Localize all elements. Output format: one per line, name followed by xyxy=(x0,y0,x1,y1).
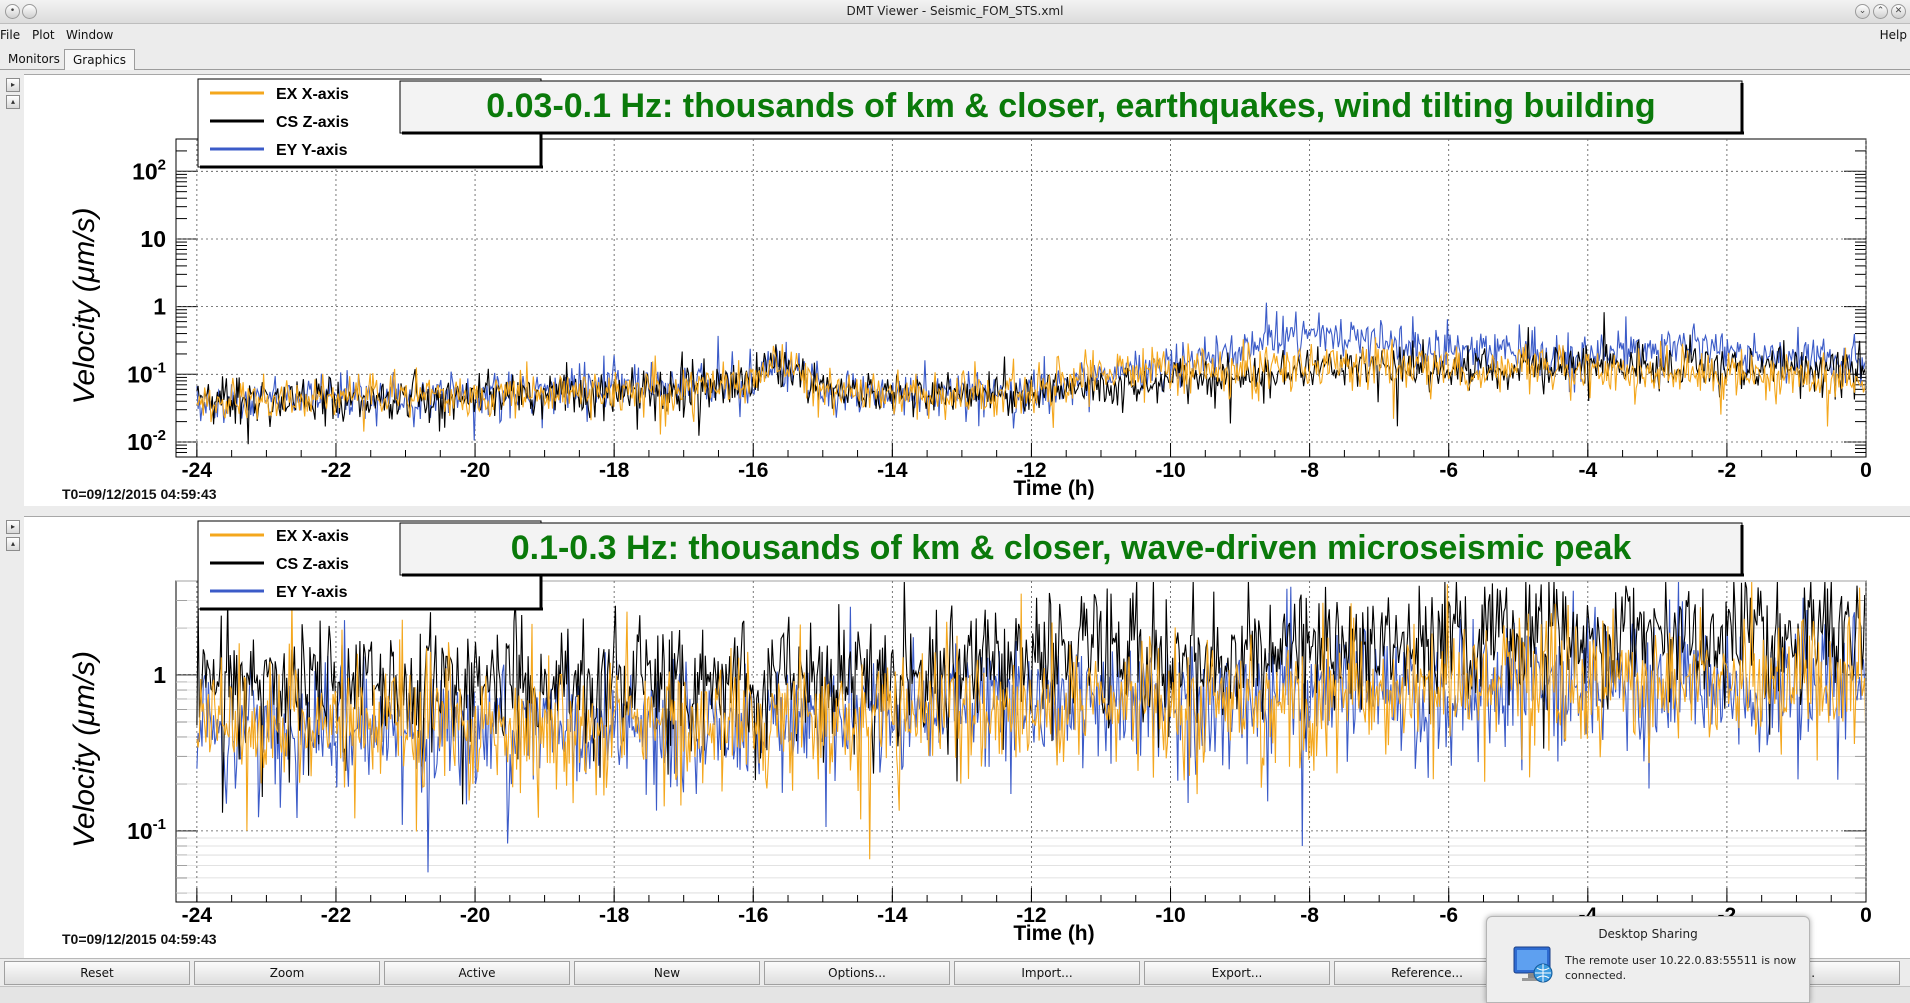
y-tick-label: 10-2 xyxy=(127,427,166,455)
x-tick-label: 0 xyxy=(1860,459,1872,482)
x-tick-label: -12 xyxy=(1016,459,1046,482)
x-tick-label: -4 xyxy=(1578,459,1597,482)
menu-help[interactable]: Help xyxy=(1879,28,1907,42)
legend-entry: EX X-axis xyxy=(276,528,349,545)
t0-label: T0=09/12/2015 04:59:43 xyxy=(62,486,217,502)
x-tick-label: -20 xyxy=(460,904,490,927)
new-button[interactable]: New xyxy=(574,961,760,985)
y-tick-label: 1 xyxy=(153,662,166,688)
x-tick-label: -2 xyxy=(1718,459,1737,482)
tab-bar: Monitors Graphics xyxy=(0,46,1910,70)
y-tick-label: 102 xyxy=(132,156,166,184)
chart-svg: -24 -22 -20 -18 -16 -14 -12 -10 -8 -6 -4 -2 01021011… xyxy=(62,78,1872,502)
window-shade-icon[interactable] xyxy=(22,4,37,19)
zoom-button[interactable]: Zoom xyxy=(194,961,380,985)
menu-bar: File Plot Window Help xyxy=(0,24,1910,46)
legend-entry: EX X-axis xyxy=(276,86,349,103)
chart-svg: -24-22-20-18-16-14-12-10-8-6-4-20110-1Ti… xyxy=(62,520,1872,947)
close-icon[interactable]: ✕ xyxy=(1891,4,1906,19)
chart-title-box: 0.1-0.3 Hz: thousands of km & closer, wa… xyxy=(399,522,1744,577)
x-tick-label: -24 xyxy=(182,904,213,927)
x-tick-label: -12 xyxy=(1016,904,1046,927)
title-bar: • DMT Viewer - Seismic_FOM_STS.xml ⌄ ⌃ ✕ xyxy=(0,0,1910,24)
x-tick-label: -6 xyxy=(1439,904,1458,927)
panel2-up-arrow-icon[interactable]: ▴ xyxy=(6,537,20,551)
x-tick-label: -16 xyxy=(738,459,768,482)
window-menu-icon[interactable]: • xyxy=(5,4,20,19)
x-tick-label: 0 xyxy=(1860,904,1872,927)
chart-title: 0.1-0.3 Hz: thousands of km & closer, wa… xyxy=(511,529,1632,567)
minimize-icon[interactable]: ⌄ xyxy=(1855,4,1870,19)
series-line-cs xyxy=(196,312,1865,445)
y-tick-label: 10-1 xyxy=(127,816,166,844)
x-axis-label: Time (h) xyxy=(1013,922,1094,945)
legend-entry: EY Y-axis xyxy=(276,584,348,601)
panel1-up-arrow-icon[interactable]: ▴ xyxy=(6,95,20,109)
tab-graphics[interactable]: Graphics xyxy=(64,49,135,70)
menu-file[interactable]: File xyxy=(0,28,21,42)
x-tick-label: -10 xyxy=(1155,904,1185,927)
chart-title: 0.03-0.1 Hz: thousands of km & closer, e… xyxy=(486,87,1655,125)
status-strip xyxy=(0,986,1910,1003)
plot-panel-1[interactable]: -24 -22 -20 -18 -16 -14 -12 -10 -8 -6 -4 -2 0 102 10 1 1… xyxy=(24,74,1910,506)
series-line-ey xyxy=(196,582,1865,873)
y-tick-label: 10 xyxy=(140,226,166,252)
export-button[interactable]: Export... xyxy=(1144,961,1330,985)
y-axis-label: Velocity (μm/s) xyxy=(68,651,101,848)
x-tick-label: -8 xyxy=(1300,904,1319,927)
panel2-right-arrow-icon[interactable]: ▸ xyxy=(6,520,20,534)
x-tick-label: -14 xyxy=(877,459,908,482)
reset-button[interactable]: Reset xyxy=(4,961,190,985)
y-axis-label: Velocity (μm/s) xyxy=(68,207,101,404)
y-tick-label: 1 xyxy=(153,294,166,320)
x-tick-label: -8 xyxy=(1300,459,1319,482)
x-tick-label: -20 xyxy=(460,459,490,482)
chart-title-box: 0.03-0.1 Hz: thousands of km & closer, e… xyxy=(399,80,1744,135)
active-button[interactable]: Active xyxy=(384,961,570,985)
maximize-icon[interactable]: ⌃ xyxy=(1873,4,1888,19)
window-title: DMT Viewer - Seismic_FOM_STS.xml xyxy=(846,4,1064,18)
x-tick-label: -18 xyxy=(599,904,630,927)
series-line-ex xyxy=(196,337,1865,435)
import-button[interactable]: Import... xyxy=(954,961,1140,985)
desktop-sharing-notification[interactable]: Desktop Sharing The remote user 10.22.0.… xyxy=(1486,916,1810,1003)
series-line-cs xyxy=(196,582,1865,813)
x-tick-label: -6 xyxy=(1439,459,1458,482)
menu-window[interactable]: Window xyxy=(66,28,114,42)
legend-entry: CS Z-axis xyxy=(276,114,349,131)
x-axis-label: Time (h) xyxy=(1013,477,1094,500)
menu-plot[interactable]: Plot xyxy=(32,28,55,42)
notification-title: Desktop Sharing xyxy=(1598,927,1698,941)
monitor-globe-icon xyxy=(1513,946,1553,983)
x-tick-label: -24 xyxy=(182,459,213,482)
x-tick-label: -10 xyxy=(1155,459,1185,482)
x-tick-label: -22 xyxy=(321,904,351,927)
tab-monitors[interactable]: Monitors xyxy=(8,52,60,66)
options-button[interactable]: Options... xyxy=(764,961,950,985)
x-tick-label: -16 xyxy=(738,904,768,927)
legend-entry: CS Z-axis xyxy=(276,556,349,573)
plot-panel-2[interactable]: -24-22-20-18-16-14-12-10-8-6-4-20110-1Ti… xyxy=(24,516,1910,958)
y-tick-label: 10-1 xyxy=(127,359,166,387)
x-tick-label: -22 xyxy=(321,459,351,482)
notification-message: The remote user 10.22.0.83:55511 is now … xyxy=(1565,954,1797,982)
panel1-right-arrow-icon[interactable]: ▸ xyxy=(6,78,20,92)
legend-entry: EY Y-axis xyxy=(276,142,348,159)
x-tick-label: -14 xyxy=(877,904,908,927)
series-line-ex xyxy=(196,582,1865,860)
t0-label: T0=09/12/2015 04:59:43 xyxy=(62,931,217,947)
x-tick-label: -18 xyxy=(599,459,630,482)
